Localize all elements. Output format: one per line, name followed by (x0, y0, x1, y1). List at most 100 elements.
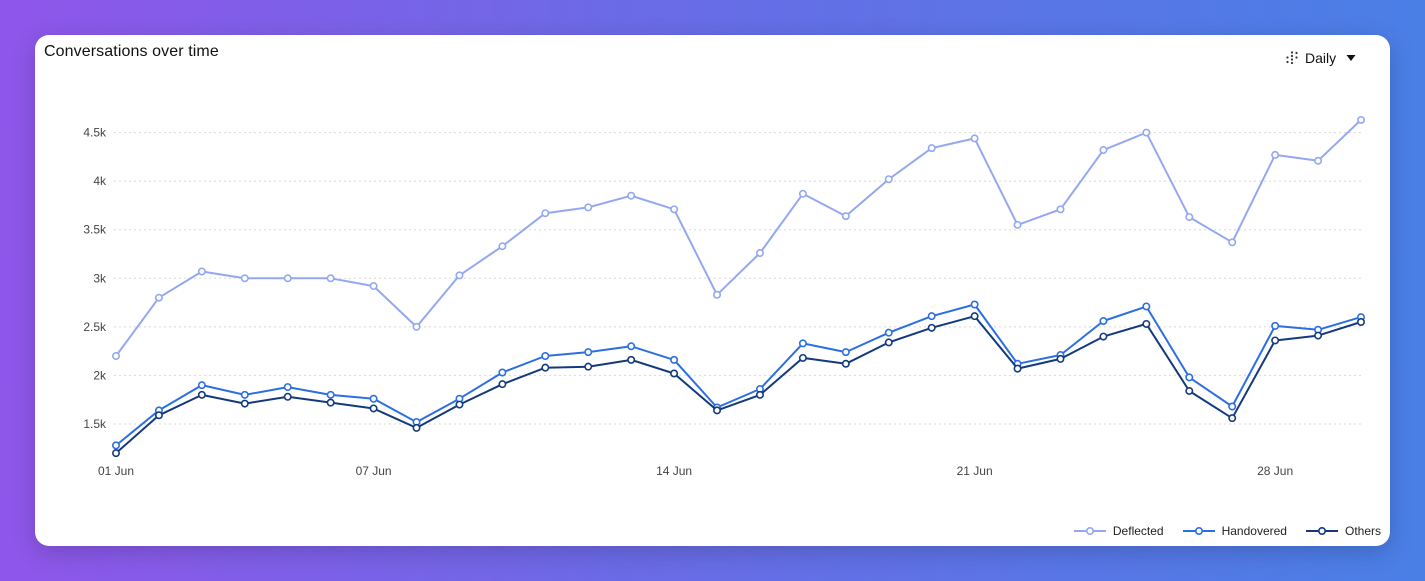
data-point-others[interactable] (455, 400, 464, 409)
data-point-deflected[interactable] (1228, 238, 1237, 247)
data-point-handovered[interactable] (841, 348, 850, 357)
data-point-deflected[interactable] (927, 144, 936, 153)
caret-down-icon (1346, 55, 1356, 61)
period-selector[interactable]: Daily (1285, 49, 1356, 67)
data-point-others[interactable] (970, 312, 979, 321)
data-point-deflected[interactable] (970, 134, 979, 143)
data-point-others[interactable] (1185, 386, 1194, 395)
y-tick-label: 3k (93, 271, 107, 285)
x-tick-label: 14 Jun (656, 464, 692, 478)
data-point-deflected[interactable] (1056, 205, 1065, 214)
data-point-others[interactable] (755, 390, 764, 399)
y-tick-label: 2k (93, 368, 107, 382)
data-point-others[interactable] (283, 392, 292, 401)
data-point-deflected[interactable] (240, 274, 249, 283)
data-point-deflected[interactable] (884, 175, 893, 184)
data-point-deflected[interactable] (1314, 156, 1323, 165)
data-point-handovered[interactable] (1099, 317, 1108, 326)
data-point-others[interactable] (412, 423, 421, 432)
data-point-handovered[interactable] (627, 342, 636, 351)
data-point-others[interactable] (197, 390, 206, 399)
data-point-others[interactable] (498, 380, 507, 389)
data-point-handovered[interactable] (369, 394, 378, 403)
y-tick-label: 3.5k (83, 223, 107, 237)
data-point-deflected[interactable] (1099, 146, 1108, 155)
data-point-handovered[interactable] (1142, 302, 1151, 311)
y-tick-label: 2.5k (83, 320, 107, 334)
data-point-others[interactable] (713, 406, 722, 415)
data-point-handovered[interactable] (1228, 402, 1237, 411)
data-point-others[interactable] (1314, 331, 1323, 340)
data-point-others[interactable] (927, 323, 936, 332)
data-point-handovered[interactable] (970, 300, 979, 309)
legend-item-handovered[interactable]: Handovered (1182, 524, 1287, 538)
data-point-deflected[interactable] (841, 212, 850, 221)
data-point-deflected[interactable] (112, 351, 121, 360)
legend-label: Deflected (1112, 524, 1164, 538)
data-point-others[interactable] (1271, 336, 1280, 345)
data-point-handovered[interactable] (240, 390, 249, 399)
data-point-others[interactable] (1357, 317, 1366, 326)
data-point-deflected[interactable] (1013, 220, 1022, 229)
data-point-deflected[interactable] (541, 209, 550, 218)
data-point-deflected[interactable] (670, 205, 679, 214)
data-point-others[interactable] (584, 362, 593, 371)
data-point-others[interactable] (798, 353, 807, 362)
data-point-handovered[interactable] (584, 348, 593, 357)
data-point-deflected[interactable] (584, 203, 593, 212)
data-point-handovered[interactable] (541, 351, 550, 360)
data-point-deflected[interactable] (1142, 128, 1151, 137)
data-point-others[interactable] (326, 398, 335, 407)
data-point-handovered[interactable] (197, 381, 206, 390)
data-point-others[interactable] (1228, 414, 1237, 423)
data-point-others[interactable] (1099, 332, 1108, 341)
line-chart: 1.5k 2k 2.5k 3k 3.5k 4k 4.5k 01 Jun 07 Jun 14 Ju… (83, 115, 1366, 478)
x-tick-label: 28 Jun (1257, 464, 1293, 478)
data-point-others[interactable] (369, 404, 378, 413)
data-point-deflected[interactable] (755, 249, 764, 258)
series-line-handovered (115, 303, 1362, 447)
data-point-others[interactable] (627, 355, 636, 364)
data-point-handovered[interactable] (326, 390, 335, 399)
data-point-handovered[interactable] (1271, 321, 1280, 330)
data-point-handovered[interactable] (670, 355, 679, 364)
data-point-handovered[interactable] (798, 339, 807, 348)
series-line-deflected (115, 119, 1362, 357)
data-point-others[interactable] (1142, 319, 1151, 328)
legend-item-deflected[interactable]: Deflected (1073, 524, 1164, 538)
data-point-deflected[interactable] (197, 267, 206, 276)
data-point-handovered[interactable] (498, 368, 507, 377)
data-point-deflected[interactable] (498, 242, 507, 251)
page-title: Conversations over time (44, 43, 219, 60)
data-point-deflected[interactable] (455, 271, 464, 280)
y-tick-label: 4k (93, 174, 107, 188)
data-point-handovered[interactable] (112, 441, 121, 450)
data-point-deflected[interactable] (412, 322, 421, 331)
data-point-others[interactable] (670, 369, 679, 378)
chart-card: Conversations over time Daily 1.5k 2k 2.5k… (35, 35, 1390, 546)
data-point-deflected[interactable] (326, 274, 335, 283)
legend-item-others[interactable]: Others (1305, 524, 1381, 538)
data-point-deflected[interactable] (283, 274, 292, 283)
data-point-deflected[interactable] (713, 290, 722, 299)
data-point-others[interactable] (841, 359, 850, 368)
data-point-others[interactable] (541, 363, 550, 372)
data-point-others[interactable] (240, 399, 249, 408)
data-point-deflected[interactable] (369, 282, 378, 291)
data-point-handovered[interactable] (283, 383, 292, 392)
data-point-deflected[interactable] (154, 293, 163, 302)
data-point-deflected[interactable] (1357, 115, 1366, 124)
data-point-deflected[interactable] (1185, 213, 1194, 222)
data-point-others[interactable] (154, 411, 163, 420)
data-point-others[interactable] (884, 338, 893, 347)
data-point-deflected[interactable] (798, 189, 807, 198)
data-point-deflected[interactable] (1271, 150, 1280, 159)
data-point-others[interactable] (1056, 354, 1065, 363)
data-point-others[interactable] (1013, 364, 1022, 373)
data-point-handovered[interactable] (927, 312, 936, 321)
data-point-handovered[interactable] (884, 328, 893, 337)
legend-label: Handovered (1221, 524, 1287, 538)
data-point-others[interactable] (112, 449, 121, 458)
data-point-handovered[interactable] (1185, 373, 1194, 382)
data-point-deflected[interactable] (627, 191, 636, 200)
